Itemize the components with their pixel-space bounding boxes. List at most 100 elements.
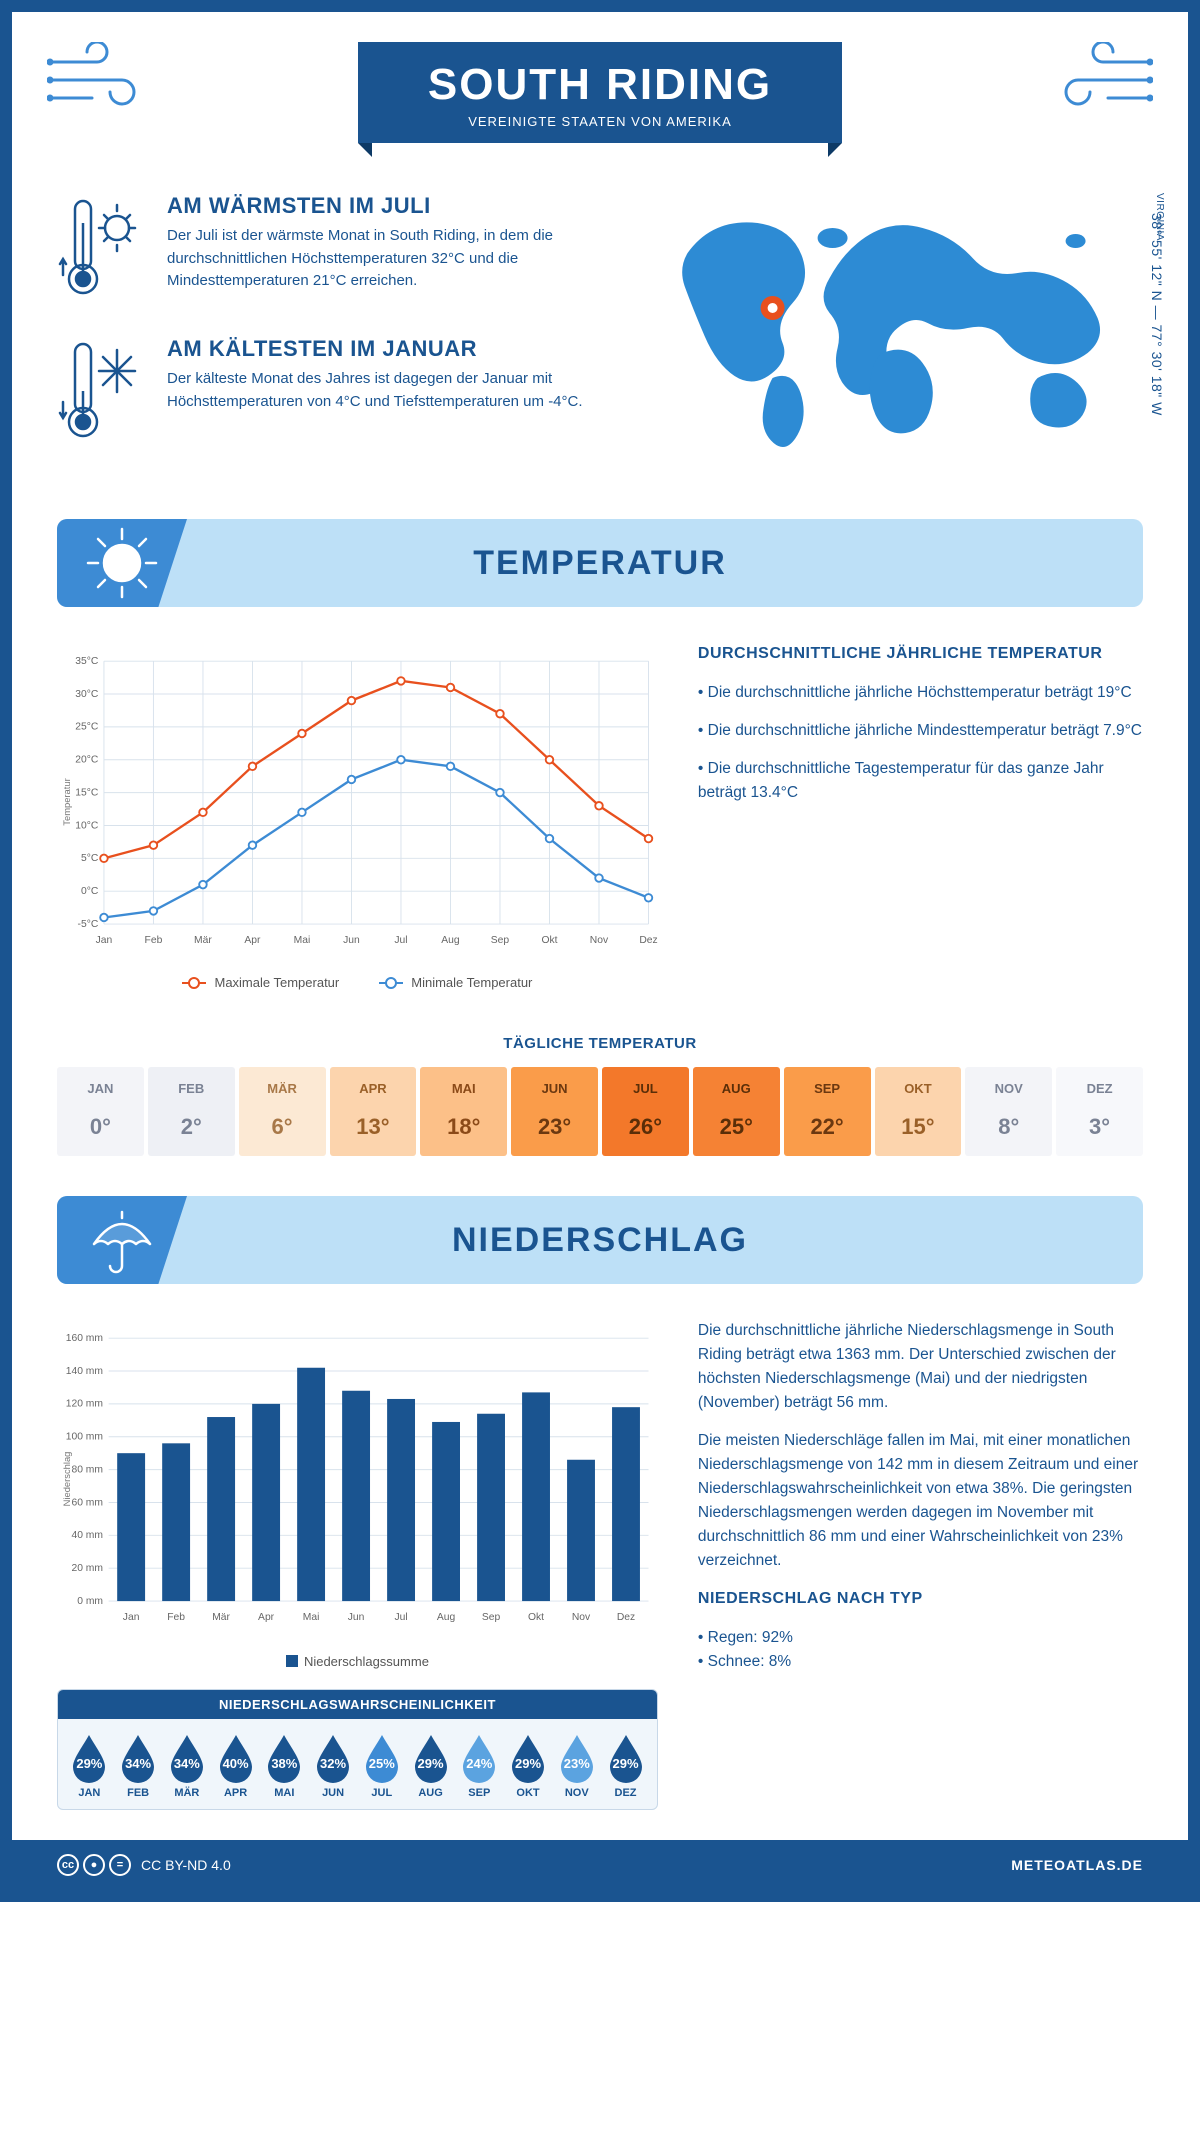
license-block: cc ● = CC BY-ND 4.0: [57, 1854, 231, 1876]
daily-cell: JUN23°: [511, 1067, 598, 1156]
precip-prob-title: NIEDERSCHLAGSWAHRSCHEINLICHKEIT: [58, 1690, 657, 1719]
svg-text:Apr: Apr: [244, 935, 261, 946]
svg-text:Jun: Jun: [348, 1612, 365, 1623]
page: SOUTH RIDING VEREINIGTE STAATEN VON AMER…: [0, 0, 1200, 1902]
cc-icons: cc ● =: [57, 1854, 131, 1876]
daily-cell: OKT15°: [875, 1067, 962, 1156]
temp-bullet: • Die durchschnittliche jährliche Höchst…: [698, 681, 1143, 705]
svg-text:Okt: Okt: [528, 1612, 544, 1623]
warmest-text: Der Juli ist der wärmste Monat in South …: [167, 225, 622, 293]
title-banner: SOUTH RIDING VEREINIGTE STAATEN VON AMER…: [358, 42, 842, 143]
svg-text:Temperatur: Temperatur: [62, 778, 72, 825]
svg-text:25°C: 25°C: [75, 722, 99, 733]
world-map-icon: [652, 193, 1143, 453]
precip-bytype-item: • Schnee: 8%: [698, 1650, 1143, 1674]
warmest-title: AM WÄRMSTEN IM JULI: [167, 193, 622, 219]
svg-text:Nov: Nov: [572, 1612, 591, 1623]
svg-text:60 mm: 60 mm: [71, 1497, 103, 1508]
by-icon: ●: [83, 1854, 105, 1876]
temp-summary-title: DURCHSCHNITTLICHE JÄHRLICHE TEMPERATUR: [698, 642, 1143, 667]
svg-text:Mai: Mai: [294, 935, 311, 946]
warmest-block: AM WÄRMSTEN IM JULI Der Juli ist der wär…: [57, 193, 622, 308]
svg-text:20 mm: 20 mm: [71, 1563, 103, 1574]
temperature-legend: .leg-item:nth-child(1) .leg-sw::before{b…: [57, 975, 658, 990]
umbrella-icon: [57, 1196, 187, 1284]
prob-cell: 29% JAN: [66, 1733, 113, 1799]
daily-cell: AUG25°: [693, 1067, 780, 1156]
precip-bytype-item: • Regen: 92%: [698, 1626, 1143, 1650]
svg-text:Apr: Apr: [258, 1612, 275, 1623]
page-subtitle: VEREINIGTE STAATEN VON AMERIKA: [428, 114, 772, 129]
thermometer-cold-icon: [57, 336, 147, 451]
svg-text:Dez: Dez: [617, 1612, 635, 1623]
svg-text:140 mm: 140 mm: [66, 1366, 103, 1377]
cc-icon: cc: [57, 1854, 79, 1876]
svg-text:Feb: Feb: [167, 1612, 185, 1623]
temperature-section-header: TEMPERATUR: [57, 519, 1143, 607]
svg-text:15°C: 15°C: [75, 787, 99, 798]
svg-text:35°C: 35°C: [75, 656, 99, 667]
prob-cell: 34% FEB: [115, 1733, 162, 1799]
precip-para: Die durchschnittliche jährliche Niedersc…: [698, 1319, 1143, 1415]
page-title: SOUTH RIDING: [428, 60, 772, 110]
header: SOUTH RIDING VEREINIGTE STAATEN VON AMER…: [12, 12, 1188, 153]
svg-text:Jun: Jun: [343, 935, 360, 946]
daily-cell: SEP22°: [784, 1067, 871, 1156]
svg-text:Okt: Okt: [541, 935, 557, 946]
prob-cell: 24% SEP: [456, 1733, 503, 1799]
svg-text:80 mm: 80 mm: [71, 1464, 103, 1475]
svg-text:Jan: Jan: [123, 1612, 140, 1623]
svg-text:40 mm: 40 mm: [71, 1530, 103, 1541]
temperature-summary-col: DURCHSCHNITTLICHE JÄHRLICHE TEMPERATUR •…: [698, 642, 1143, 990]
precip-bar-chart: 0 mm 20 mm 40 mm 60 mm 80 mm 100 mm 120 mm 140 …: [57, 1319, 658, 1639]
daily-cell: NOV8°: [965, 1067, 1052, 1156]
overview-text-col: AM WÄRMSTEN IM JULI Der Juli ist der wär…: [57, 193, 622, 479]
prob-cell: 29% DEZ: [602, 1733, 649, 1799]
svg-text:0 mm: 0 mm: [77, 1596, 103, 1607]
svg-text:160 mm: 160 mm: [66, 1333, 103, 1344]
svg-text:Jul: Jul: [394, 935, 407, 946]
temp-bullet: • Die durchschnittliche Tagestemperatur …: [698, 757, 1143, 805]
thermometer-warm-icon: [57, 193, 147, 308]
prob-cell: 29% OKT: [505, 1733, 552, 1799]
precip-prob-box: NIEDERSCHLAGSWAHRSCHEINLICHKEIT 29% JAN …: [57, 1689, 658, 1810]
precip-legend: Niederschlagssumme: [57, 1654, 658, 1669]
license-text: CC BY-ND 4.0: [141, 1857, 231, 1873]
svg-text:Niederschlag: Niederschlag: [62, 1452, 72, 1507]
prob-cell: 32% JUN: [310, 1733, 357, 1799]
temperature-line-chart: -5°C0°C5°C10°C15°C20°C25°C30°C35°CJanFeb…: [57, 642, 658, 962]
svg-text:Jul: Jul: [394, 1612, 407, 1623]
prob-cell: 40% APR: [212, 1733, 259, 1799]
temp-bullet: • Die durchschnittliche jährliche Mindes…: [698, 719, 1143, 743]
temperature-body: -5°C0°C5°C10°C15°C20°C25°C30°C35°CJanFeb…: [12, 607, 1188, 1010]
temperature-chart-col: -5°C0°C5°C10°C15°C20°C25°C30°C35°CJanFeb…: [57, 642, 658, 990]
daily-cell: JUL26°: [602, 1067, 689, 1156]
wind-icon: [1043, 42, 1153, 122]
precip-chart-col: 0 mm 20 mm 40 mm 60 mm 80 mm 100 mm 120 mm 140 …: [57, 1319, 658, 1810]
svg-text:10°C: 10°C: [75, 820, 99, 831]
svg-text:0°C: 0°C: [81, 886, 99, 897]
svg-text:Sep: Sep: [491, 935, 510, 946]
prob-cell: 38% MAI: [261, 1733, 308, 1799]
svg-text:120 mm: 120 mm: [66, 1399, 103, 1410]
overview-section: AM WÄRMSTEN IM JULI Der Juli ist der wär…: [12, 153, 1188, 509]
svg-text:Feb: Feb: [145, 935, 163, 946]
temperature-title: TEMPERATUR: [57, 544, 1143, 583]
nd-icon: =: [109, 1854, 131, 1876]
precip-para: Die meisten Niederschläge fallen im Mai,…: [698, 1429, 1143, 1573]
precip-prob-grid: 29% JAN 34% FEB 34% MÄR 40% APR: [58, 1719, 657, 1809]
footer: cc ● = CC BY-ND 4.0 METEOATLAS.DE: [12, 1840, 1188, 1890]
daily-temp-title: TÄGLICHE TEMPERATUR: [12, 1035, 1188, 1052]
svg-text:Aug: Aug: [441, 935, 460, 946]
svg-text:30°C: 30°C: [75, 689, 99, 700]
svg-text:-5°C: -5°C: [78, 919, 99, 930]
svg-text:5°C: 5°C: [81, 853, 99, 864]
svg-text:Aug: Aug: [437, 1612, 456, 1623]
precip-title: NIEDERSCHLAG: [57, 1221, 1143, 1260]
legend-max: .leg-item:nth-child(1) .leg-sw::before{b…: [182, 975, 339, 990]
svg-text:Sep: Sep: [482, 1612, 501, 1623]
sun-icon: [57, 519, 187, 607]
coords-label: 38° 55' 12" N — 77° 30' 18" W: [1149, 213, 1165, 416]
svg-text:100 mm: 100 mm: [66, 1432, 103, 1443]
prob-cell: 25% JUL: [358, 1733, 405, 1799]
